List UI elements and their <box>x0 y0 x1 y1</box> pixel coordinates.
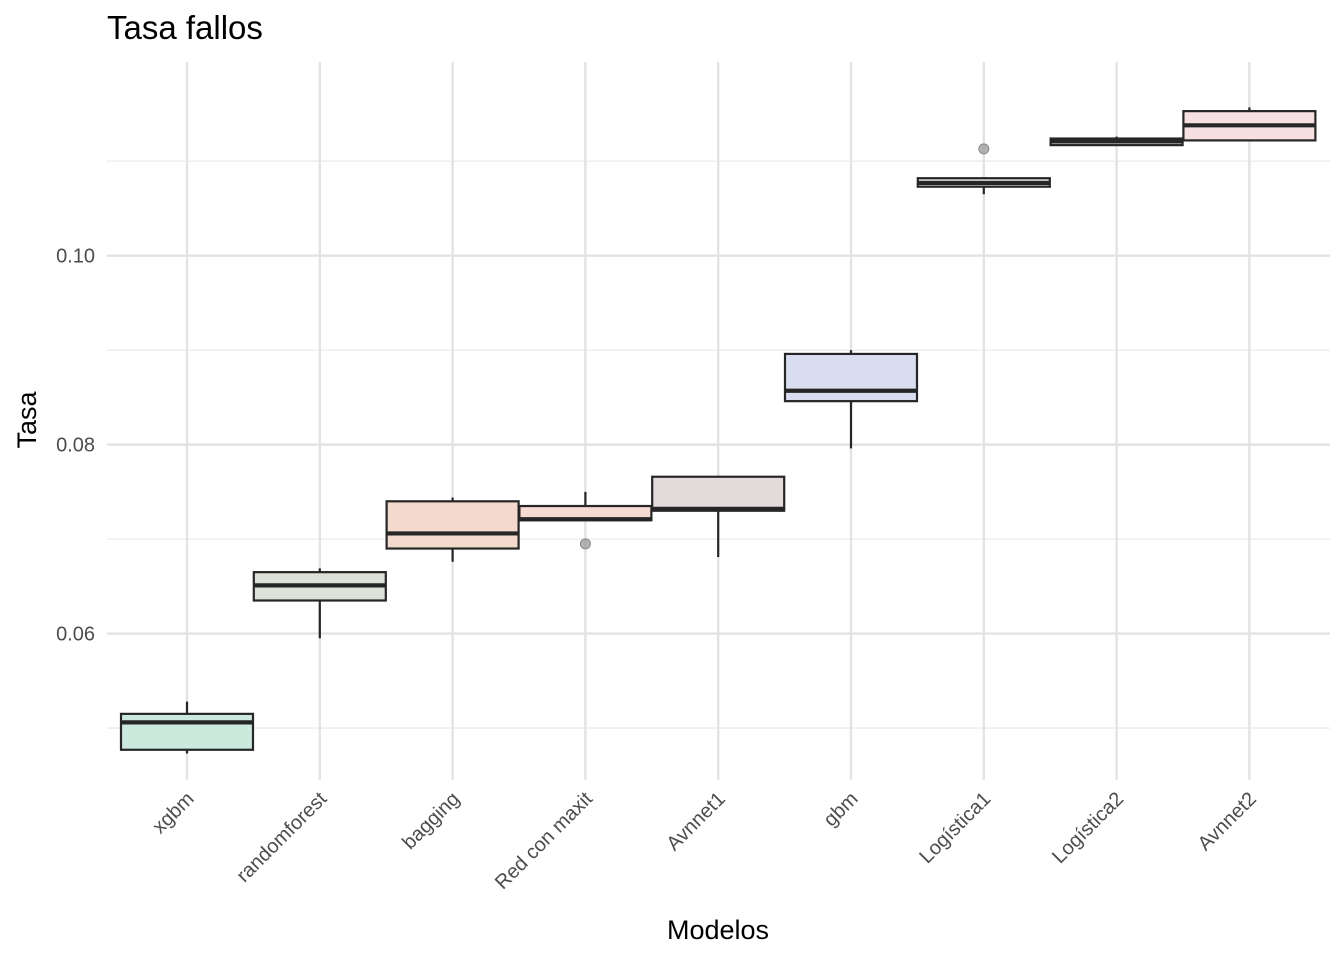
x-tick-label: Avnnet1 <box>663 788 730 855</box>
box-iqr <box>119 712 255 751</box>
x-tick-label: Logística2 <box>1048 788 1128 868</box>
x-tick-label: Red con maxit <box>491 788 597 894</box>
box-gbm <box>783 350 919 449</box>
outlier-point <box>579 538 591 550</box>
y-axis-title: Tasa <box>12 391 42 449</box>
box-iqr <box>783 352 919 403</box>
y-tick-label: 0.10 <box>56 246 95 268</box>
box-Logística1 <box>916 143 1051 195</box>
chart-title: Tasa fallos <box>107 9 263 46</box>
x-tick-label: randomforest <box>232 788 331 887</box>
box-randomforest <box>252 568 387 639</box>
x-tick-label: gbm <box>819 788 862 831</box>
box-iqr <box>651 475 786 512</box>
major-gridlines <box>107 62 1330 780</box>
y-tick-labels: 0.06 0.08 0.10 <box>56 246 95 646</box>
x-tick-label: xgbm <box>148 788 198 838</box>
box-Avnnet2 <box>1182 107 1317 142</box>
x-tick-label: Avnnet2 <box>1194 788 1261 855</box>
box-bagging <box>385 497 520 562</box>
outlier-point <box>978 143 990 155</box>
box-iqr <box>385 500 520 550</box>
box-Avnnet1 <box>651 475 786 558</box>
x-axis-title: Modelos <box>667 915 769 945</box>
box-xgbm <box>119 701 255 754</box>
y-tick-label: 0.06 <box>56 624 95 646</box>
x-tick-label: Logística1 <box>915 788 995 868</box>
boxes-layer <box>119 107 1317 754</box>
box-Red con maxit <box>518 491 653 550</box>
box-Logística2 <box>1049 136 1184 147</box>
y-tick-label: 0.08 <box>56 435 95 457</box>
x-tick-labels: xgbm randomforest bagging Red con maxit Avnn… <box>148 788 1261 894</box>
x-tick-label: bagging <box>398 788 464 854</box>
